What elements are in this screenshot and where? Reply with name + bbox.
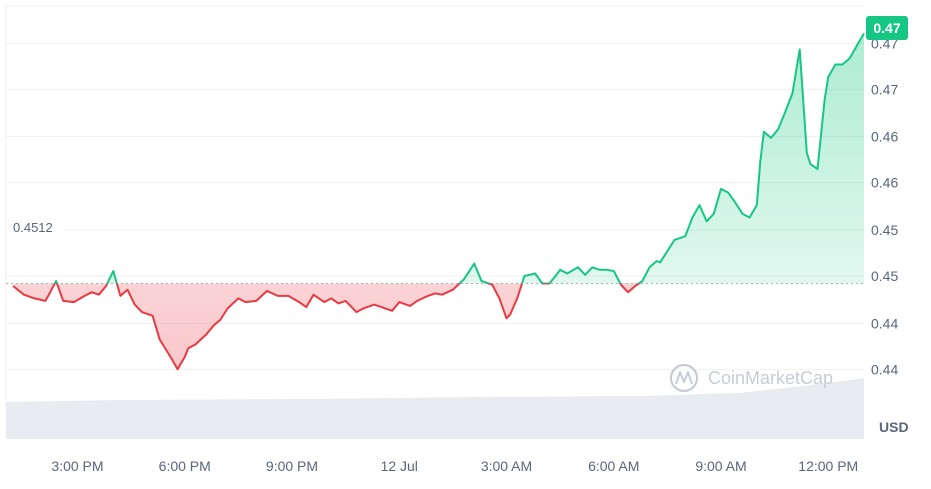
watermark-text: CoinMarketCap — [708, 368, 833, 388]
line-below-baseline — [12, 283, 641, 371]
coinmarketcap-logo-icon — [669, 363, 699, 393]
area-above-baseline — [54, 33, 864, 284]
x-tick-label: 9:00 AM — [695, 458, 746, 474]
line-above-baseline — [53, 32, 865, 284]
y-tick-label: 0.44 — [871, 315, 898, 331]
baseline-label: 0.4512 — [8, 216, 62, 238]
watermark: CoinMarketCap — [669, 363, 833, 393]
x-tick-label: 12 Jul — [381, 458, 418, 474]
x-tick-label: 9:00 PM — [266, 458, 318, 474]
x-tick-label: 3:00 AM — [481, 458, 532, 474]
volume-band — [6, 378, 864, 439]
x-tick-label: 12:00 PM — [798, 458, 858, 474]
currency-label: USD — [879, 419, 909, 435]
x-tick-label: 6:00 AM — [588, 458, 639, 474]
x-axis: 3:00 PM 6:00 PM 9:00 PM 12 Jul 3:00 AM 6:00 A… — [51, 458, 858, 474]
price-area — [13, 33, 864, 370]
y-tick-label: 0.47 — [871, 81, 898, 97]
y-tick-label: 0.46 — [871, 175, 898, 191]
y-tick-label: 0.44 — [871, 361, 898, 377]
price-line — [12, 32, 865, 371]
x-tick-label: 3:00 PM — [51, 458, 103, 474]
volume-area — [6, 378, 864, 439]
y-tick-label: 0.46 — [871, 129, 898, 145]
current-price-badge: 0.47 — [866, 16, 908, 40]
baseline-label-bg — [8, 216, 62, 238]
current-price-badge-bg — [866, 16, 908, 40]
y-tick-label: 0.45 — [871, 222, 898, 238]
logo-mark — [675, 371, 693, 385]
y-axis: 0.470.470.460.460.450.450.440.44 — [871, 35, 898, 377]
y-tick-label: 0.45 — [871, 268, 898, 284]
grid — [5, 5, 864, 439]
current-price-value: 0.47 — [873, 20, 900, 36]
area-below-baseline — [13, 283, 864, 370]
baseline-value: 0.4512 — [13, 220, 53, 235]
x-tick-label: 6:00 PM — [159, 458, 211, 474]
logo-ring — [669, 363, 699, 393]
